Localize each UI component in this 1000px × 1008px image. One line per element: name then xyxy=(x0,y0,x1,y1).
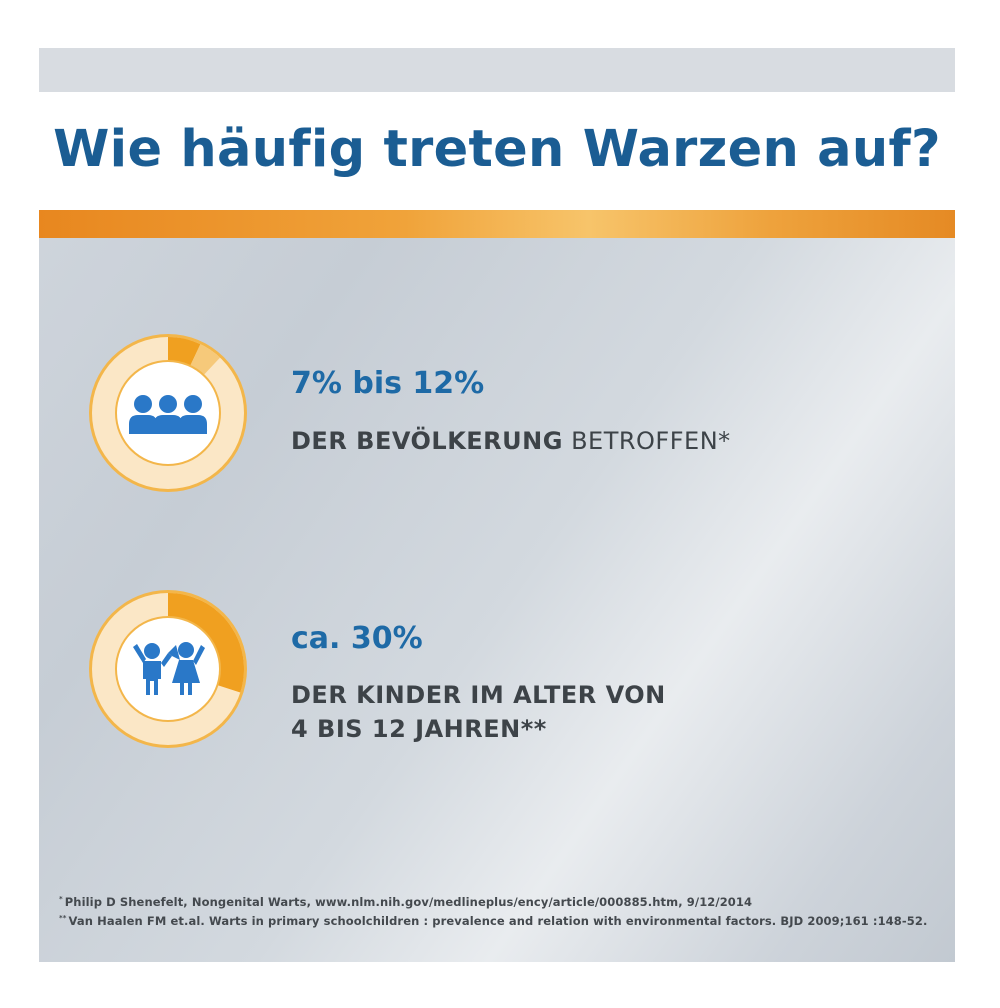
top-strip xyxy=(39,48,955,92)
stat-desc-population: DER BEVÖLKERUNG BETROFFEN* xyxy=(291,424,731,458)
icon-disc xyxy=(117,618,219,720)
stat-value-population: 7% bis 12% xyxy=(291,366,485,401)
infographic-card: Wie häufig treten Warzen auf? 7% bis 12%… xyxy=(39,48,955,962)
ring-fill xyxy=(168,593,244,693)
children-icon xyxy=(133,642,205,695)
orange-divider xyxy=(39,210,955,238)
stat-ring-population xyxy=(89,334,247,492)
footnote-marker: ** xyxy=(59,914,67,922)
stat-desc-children-line1: DER KINDER IM ALTER VON xyxy=(291,681,666,709)
stat-desc-light: BETROFFEN* xyxy=(562,427,731,455)
stat-desc-bold: DER BEVÖLKERUNG xyxy=(291,427,563,455)
footnote-2: ** Van Haalen FM et.al. Warts in primary … xyxy=(59,910,927,930)
ring-fill-lower xyxy=(168,337,201,366)
stat-ring-children xyxy=(89,590,247,748)
footnote-text: Philip D Shenefelt, Nongenital Warts, ww… xyxy=(64,895,753,909)
ring-fill-upper xyxy=(190,344,221,376)
stat-desc-children-line2: 4 BIS 12 JAHREN** xyxy=(291,715,547,743)
title-band xyxy=(39,92,955,210)
footnote-1: * Philip D Shenefelt, Nongenital Warts, w… xyxy=(59,891,752,911)
footnote-marker: * xyxy=(59,895,63,903)
page-title: Wie häufig treten Warzen auf? xyxy=(53,120,941,179)
footnote-text: Van Haalen FM et.al. Warts in primary sc… xyxy=(68,914,928,928)
stat-value-children: ca. 30% xyxy=(291,621,423,656)
group-of-people-icon xyxy=(129,395,207,434)
